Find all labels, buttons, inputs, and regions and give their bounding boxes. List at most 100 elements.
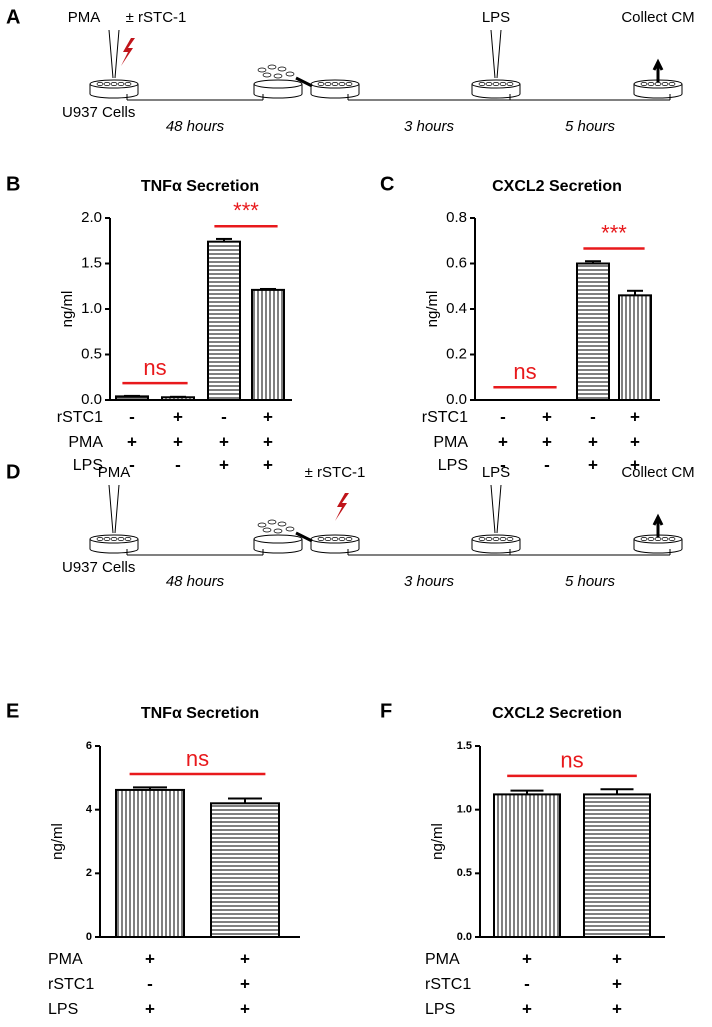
- condition-value: +: [173, 407, 183, 426]
- cell: [338, 537, 346, 541]
- bar: [115, 395, 149, 401]
- condition-name: PMA: [425, 951, 460, 968]
- condition-value: +: [145, 999, 155, 1018]
- condition-value: +: [630, 455, 640, 474]
- cell-label: U937 Cells: [62, 104, 135, 121]
- cell: [345, 82, 353, 86]
- condition-name: rSTC1: [48, 976, 94, 993]
- dish: [634, 539, 682, 549]
- y-tick-label: 0.0: [457, 931, 472, 943]
- cell: [478, 82, 486, 86]
- condition-value: +: [240, 949, 250, 968]
- cell: [478, 537, 486, 541]
- bar: [115, 788, 185, 938]
- y-tick-label: 0.4: [446, 300, 467, 317]
- chart-title: TNFα Secretion: [141, 178, 259, 195]
- cell: [485, 537, 493, 541]
- y-tick-label: 0: [86, 931, 92, 943]
- condition-value: +: [219, 455, 229, 474]
- cell: [654, 537, 662, 541]
- condition-value: -: [590, 407, 596, 426]
- condition-value: +: [240, 999, 250, 1018]
- duration: 5 hours: [565, 118, 616, 135]
- cell: [273, 528, 283, 534]
- cell: [257, 67, 267, 73]
- cell: [277, 521, 287, 527]
- bar: [576, 262, 610, 401]
- arrow: [295, 76, 313, 88]
- condition-name: rSTC1: [425, 976, 471, 993]
- pipette: [108, 29, 120, 79]
- cell: [317, 537, 325, 541]
- condition-value: +: [588, 432, 598, 451]
- cell-label: U937 Cells: [62, 559, 135, 576]
- cell: [262, 527, 272, 533]
- condition-name: PMA: [48, 951, 83, 968]
- y-tick-label: 0.0: [81, 391, 102, 408]
- cell: [640, 82, 648, 86]
- dish: [254, 539, 302, 549]
- dish: [472, 539, 520, 549]
- cell: [492, 537, 500, 541]
- condition-name: rSTC1: [422, 409, 468, 426]
- chart-title: TNFα Secretion: [141, 705, 259, 722]
- condition-value: +: [263, 455, 273, 474]
- significance-label: ***: [601, 220, 627, 245]
- cell: [103, 537, 111, 541]
- y-tick-label: 2: [86, 867, 92, 879]
- step-label: LPS: [482, 9, 510, 26]
- cell: [262, 72, 272, 78]
- arrow: [652, 58, 664, 82]
- cell: [640, 537, 648, 541]
- arrow: [295, 531, 313, 543]
- cell: [96, 82, 104, 86]
- chart-title: CXCL2 Secretion: [492, 178, 622, 195]
- cell: [506, 82, 514, 86]
- y-tick-label: 0.2: [446, 345, 467, 362]
- duration: 5 hours: [565, 573, 616, 590]
- dish: [89, 534, 139, 544]
- y-tick-label: 6: [86, 740, 92, 752]
- panel-label: F: [380, 700, 392, 722]
- arrow: [652, 513, 664, 537]
- dish: [472, 84, 520, 94]
- y-tick-label: 0.5: [81, 345, 102, 362]
- condition-value: +: [542, 407, 552, 426]
- duration: 3 hours: [404, 118, 455, 135]
- pipette: [490, 484, 502, 534]
- condition-value: +: [630, 432, 640, 451]
- step-label: ± rSTC-1: [126, 9, 187, 26]
- dish: [471, 79, 521, 89]
- significance-label: ns: [560, 748, 583, 773]
- y-tick-label: 0.5: [457, 867, 472, 879]
- bar: [251, 288, 285, 402]
- condition-value: -: [524, 974, 530, 993]
- dish: [634, 84, 682, 94]
- cell: [267, 64, 277, 70]
- significance-label: ***: [233, 198, 259, 223]
- condition-value: +: [498, 432, 508, 451]
- y-axis-label: ng/ml: [429, 823, 446, 860]
- condition-value: +: [522, 949, 532, 968]
- condition-value: -: [500, 455, 506, 474]
- condition-value: -: [544, 455, 550, 474]
- cell: [345, 537, 353, 541]
- cell: [331, 537, 339, 541]
- step-label: ± rSTC-1: [305, 464, 366, 481]
- cell: [485, 82, 493, 86]
- cell: [103, 82, 111, 86]
- cell: [506, 537, 514, 541]
- condition-value: +: [522, 999, 532, 1018]
- chart-title: CXCL2 Secretion: [492, 705, 622, 722]
- condition-value: +: [263, 432, 273, 451]
- condition-value: +: [145, 949, 155, 968]
- cell: [273, 73, 283, 79]
- duration: 48 hours: [166, 118, 225, 135]
- dish: [253, 534, 303, 544]
- bar: [207, 240, 241, 401]
- y-axis-label: ng/ml: [49, 823, 66, 860]
- y-tick-label: 2.0: [81, 209, 102, 226]
- cell: [110, 537, 118, 541]
- cell: [492, 82, 500, 86]
- condition-value: +: [612, 949, 622, 968]
